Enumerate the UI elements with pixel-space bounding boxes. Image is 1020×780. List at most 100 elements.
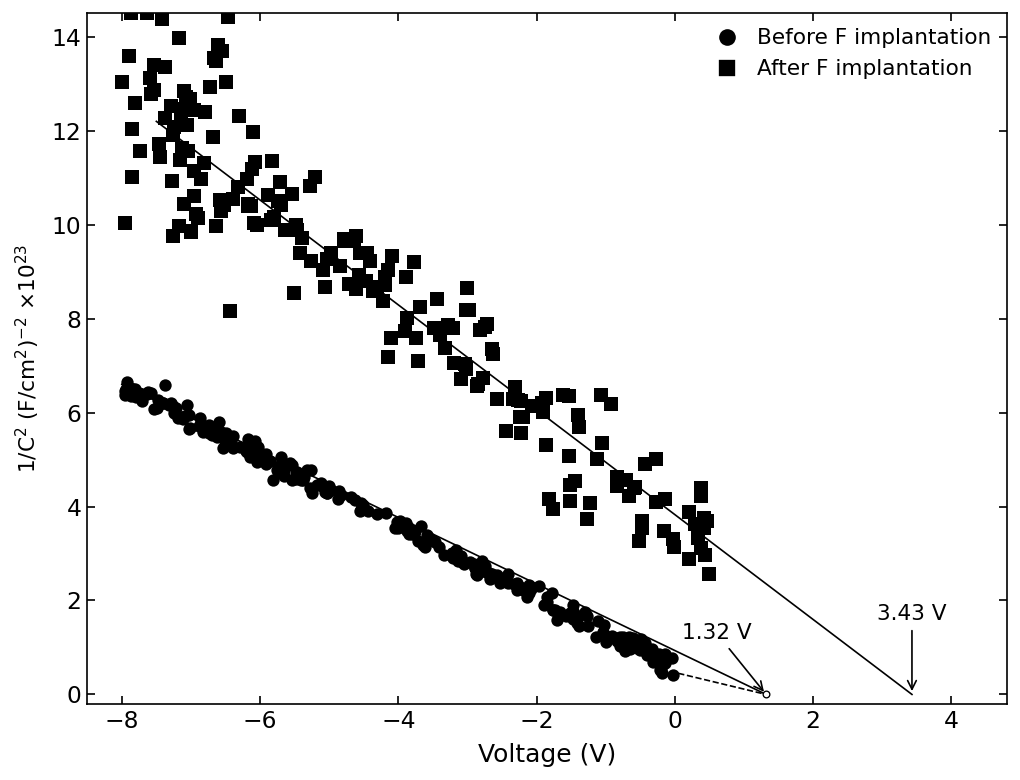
Point [666,541,682,553]
Point [365,285,381,298]
Point [591,615,607,627]
Point [560,450,576,463]
Point [466,558,482,570]
Point [165,401,182,413]
Point [358,275,374,288]
Point [609,480,625,492]
Point [302,179,318,192]
Point [303,463,319,476]
Point [509,583,525,596]
Point [515,411,531,424]
Point [265,211,282,224]
Point [620,631,636,644]
Point [392,515,408,527]
Point [395,518,411,530]
Point [639,649,655,661]
Point [693,481,709,494]
Point [621,643,638,655]
Point [238,445,254,457]
Point [472,563,489,576]
Point [374,296,391,308]
Point [270,460,287,473]
Point [337,235,353,247]
Point [249,450,265,463]
Point [329,493,346,505]
Point [168,402,185,414]
Point [478,317,495,330]
Point [139,388,155,400]
Point [262,214,278,226]
Point [521,584,538,597]
Point [399,524,415,537]
Point [641,645,657,658]
Point [221,305,238,317]
Point [342,278,358,290]
Point [613,636,629,648]
Point [500,568,516,580]
Point [247,434,263,447]
Point [474,555,491,567]
Point [166,121,183,133]
Point [174,410,191,423]
Point [181,423,197,435]
Point [213,204,230,217]
Point [242,451,258,463]
Point [408,332,424,344]
Point [303,254,319,267]
Point [208,220,224,232]
Point [694,490,710,502]
Point [352,505,368,518]
Point [576,605,593,618]
Point [318,484,335,497]
Point [665,534,681,546]
Point [152,151,168,164]
Point [481,567,498,580]
Point [469,380,486,392]
Point [164,175,181,187]
Point [693,518,709,530]
Point [245,162,261,175]
Point [380,351,397,363]
Point [445,321,461,334]
Point [114,76,131,89]
Point [139,7,155,20]
Point [455,558,471,571]
Point [628,642,645,654]
Point [218,436,235,448]
Point [701,568,717,580]
Point [288,467,304,480]
Point [186,104,202,116]
Point [205,130,221,143]
Point [645,656,661,668]
Point [172,112,189,125]
Point [417,541,433,553]
Point [509,577,525,590]
Point [289,224,305,236]
Point [609,632,625,644]
Point [431,541,448,554]
Point [570,620,586,633]
Point [397,325,413,338]
Point [157,378,173,391]
Point [215,441,232,454]
Point [294,232,310,244]
Point [250,441,266,453]
Point [204,424,220,437]
Point [270,466,287,478]
Point [563,607,579,619]
Point [698,549,714,562]
Point [368,509,385,521]
Point [398,516,414,529]
Point [117,217,134,229]
Point [686,518,703,530]
Point [477,566,494,578]
Point [284,473,300,486]
Point [271,176,288,188]
Point [125,383,142,395]
Point [276,461,293,473]
Point [476,559,493,572]
Point [249,218,265,231]
Point [240,433,256,445]
Point [621,490,638,502]
Point [264,155,280,168]
